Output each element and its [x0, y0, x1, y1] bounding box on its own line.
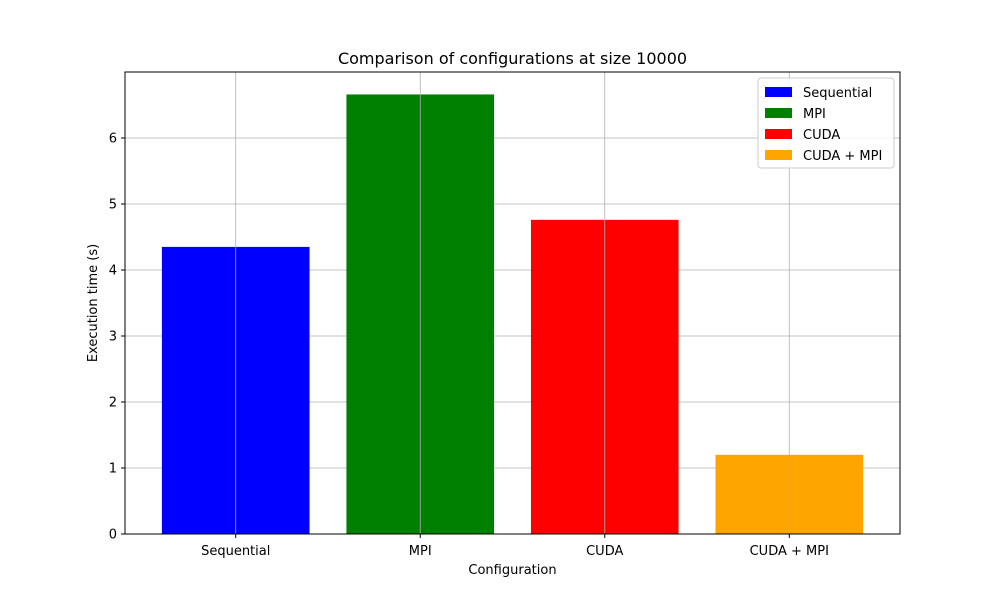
- y-tick-label: 5: [109, 198, 117, 213]
- y-tick-label: 1: [109, 462, 117, 477]
- x-axis-label: Configuration: [468, 563, 556, 578]
- chart-title: Comparison of configurations at size 100…: [338, 49, 687, 68]
- legend-swatch: [765, 129, 792, 139]
- x-tick-label: Sequential: [201, 544, 270, 559]
- legend-label: CUDA + MPI: [803, 149, 882, 164]
- legend: Sequential MPI CUDA CUDA + MPI: [757, 77, 895, 169]
- plot-frame: [124, 71, 901, 535]
- y-ticks: 0 1 2 3 4 5 6: [109, 132, 125, 543]
- x-grid: [235, 72, 790, 534]
- legend-label: Sequential: [803, 86, 872, 101]
- y-tick-label: 3: [109, 330, 117, 345]
- x-tick-label: CUDA + MPI: [750, 544, 829, 559]
- legend-swatch: [765, 150, 792, 160]
- legend-label: CUDA: [803, 128, 840, 143]
- x-ticks: Sequential MPI CUDA CUDA + MPI: [201, 534, 829, 559]
- y-axis-label: Execution time (s): [86, 244, 101, 362]
- legend-label: MPI: [803, 107, 826, 122]
- legend-box: [757, 77, 895, 169]
- y-tick-label: 4: [109, 264, 117, 279]
- y-tick-label: 0: [109, 528, 117, 543]
- legend-swatch: [765, 108, 792, 118]
- y-tick-label: 2: [109, 396, 117, 411]
- x-tick-label: CUDA: [586, 544, 623, 559]
- x-tick-label: MPI: [409, 544, 432, 559]
- legend-swatch: [765, 87, 792, 97]
- y-tick-label: 6: [109, 132, 117, 147]
